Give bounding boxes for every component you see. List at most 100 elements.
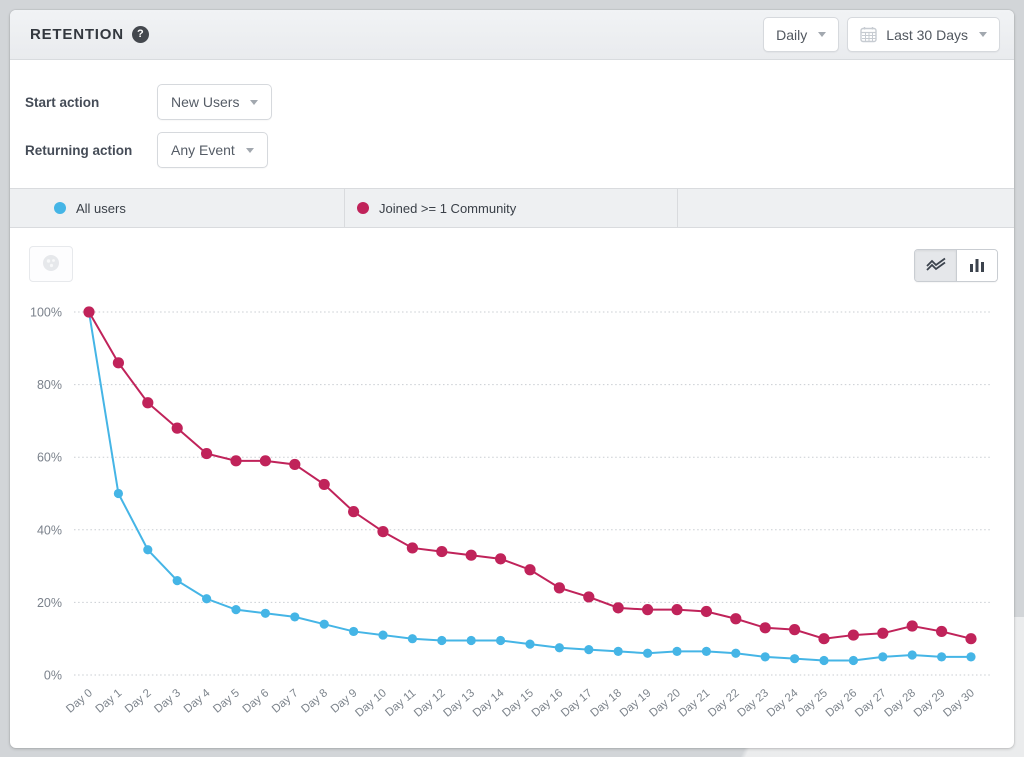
data-point[interactable]	[584, 644, 594, 655]
data-point[interactable]	[259, 455, 271, 467]
data-point[interactable]	[759, 622, 771, 634]
y-axis-tick-label: 100%	[30, 306, 62, 320]
data-point[interactable]	[143, 545, 153, 555]
page-title: RETENTION	[30, 26, 124, 43]
data-point[interactable]	[553, 582, 566, 594]
returning-action-label: Returning action	[25, 142, 133, 158]
x-axis-tick-label: Day 29	[912, 687, 948, 720]
data-point[interactable]	[113, 488, 123, 499]
data-point[interactable]	[378, 630, 388, 640]
series-line	[88, 311, 972, 640]
data-point[interactable]	[496, 635, 506, 646]
returning-action-row: Returning action Any Event	[25, 132, 1014, 168]
x-axis-tick-label: Day 24	[765, 687, 801, 720]
data-point[interactable]	[937, 652, 947, 662]
data-point[interactable]	[700, 605, 713, 618]
data-point[interactable]	[407, 634, 417, 644]
data-point[interactable]	[583, 591, 595, 603]
y-axis-tick-label: 40%	[37, 523, 62, 537]
data-point[interactable]	[495, 553, 507, 565]
data-point[interactable]	[230, 455, 242, 467]
data-point[interactable]	[906, 620, 918, 632]
x-axis-tick-label: Day 17	[559, 687, 595, 720]
data-point[interactable]	[436, 545, 448, 558]
data-point[interactable]	[172, 576, 182, 586]
data-point[interactable]	[848, 655, 859, 666]
data-point[interactable]	[466, 635, 476, 646]
data-point[interactable]	[465, 549, 477, 561]
date-range-dropdown[interactable]: Last 30 Days	[847, 17, 1000, 52]
help-icon[interactable]: ?	[131, 26, 149, 43]
data-point[interactable]	[819, 655, 829, 666]
chart-options-button[interactable]	[29, 246, 73, 282]
x-axis-tick-label: Day 1	[94, 687, 125, 716]
data-point[interactable]	[290, 612, 300, 622]
data-point[interactable]	[760, 652, 770, 662]
data-point[interactable]	[612, 602, 624, 614]
data-point[interactable]	[642, 604, 654, 616]
data-point[interactable]	[525, 639, 535, 649]
legend-label: All users	[76, 200, 126, 216]
data-point[interactable]	[907, 650, 917, 660]
y-axis-tick-label: 80%	[37, 378, 62, 392]
data-point[interactable]	[524, 564, 536, 576]
data-point[interactable]	[818, 633, 830, 645]
data-point[interactable]	[671, 604, 683, 616]
x-axis-tick-label: Day 15	[500, 687, 536, 720]
data-point[interactable]	[202, 594, 212, 604]
data-point[interactable]	[877, 627, 889, 639]
data-point[interactable]	[847, 629, 860, 641]
x-axis-tick-label: Day 12	[412, 687, 448, 720]
data-point[interactable]	[789, 624, 801, 636]
data-point[interactable]	[613, 646, 623, 657]
x-axis-tick-label: Day 14	[471, 687, 507, 720]
returning-action-dropdown[interactable]: Any Event	[157, 132, 268, 168]
legend-item-all-users[interactable]: All users	[10, 189, 345, 227]
x-axis-tick-label: Day 6	[241, 687, 272, 716]
data-point[interactable]	[965, 633, 977, 645]
data-point[interactable]	[701, 646, 712, 657]
legend-item-joined-community[interactable]: Joined >= 1 Community	[345, 189, 678, 227]
data-point[interactable]	[643, 648, 653, 658]
x-axis-tick-label: Day 19	[618, 687, 654, 720]
bar-chart-icon	[968, 257, 986, 275]
data-point[interactable]	[936, 625, 948, 638]
data-point[interactable]	[201, 447, 213, 460]
start-action-dropdown[interactable]: New Users	[157, 84, 273, 120]
data-point[interactable]	[348, 506, 360, 518]
data-point[interactable]	[231, 605, 241, 615]
data-point[interactable]	[878, 652, 888, 662]
report-header: RETENTION ? Daily Last 3	[10, 10, 1014, 60]
chevron-down-icon	[818, 32, 827, 37]
data-point[interactable]	[966, 652, 976, 662]
bar-chart-toggle-button[interactable]	[956, 250, 997, 281]
data-point[interactable]	[171, 422, 183, 434]
data-point[interactable]	[730, 613, 742, 625]
retention-report-panel: RETENTION ? Daily Last 3	[10, 10, 1014, 748]
data-point[interactable]	[406, 542, 418, 554]
x-axis-tick-label: Day 27	[853, 687, 889, 720]
x-axis-tick-label: Day 22	[706, 687, 742, 720]
data-point[interactable]	[319, 619, 329, 629]
series-line	[88, 311, 971, 662]
data-point[interactable]	[112, 357, 124, 369]
x-axis-tick-label: Day 5	[211, 687, 242, 716]
data-point[interactable]	[377, 526, 389, 538]
data-point[interactable]	[142, 397, 154, 409]
interval-dropdown[interactable]: Daily	[763, 17, 840, 52]
data-point[interactable]	[260, 608, 270, 618]
x-axis-tick-label: Day 26	[824, 687, 860, 720]
data-point[interactable]	[83, 306, 95, 318]
data-point[interactable]	[437, 635, 447, 646]
legend-empty-cell	[678, 189, 1014, 227]
data-point[interactable]	[790, 654, 800, 664]
data-point[interactable]	[318, 478, 330, 491]
data-point[interactable]	[349, 626, 359, 637]
x-axis-tick-label: Day 25	[794, 687, 830, 720]
data-point[interactable]	[672, 646, 682, 657]
data-point[interactable]	[731, 648, 741, 658]
data-point[interactable]	[554, 643, 565, 653]
data-point[interactable]	[289, 458, 301, 471]
line-chart-toggle-button[interactable]	[915, 250, 956, 281]
